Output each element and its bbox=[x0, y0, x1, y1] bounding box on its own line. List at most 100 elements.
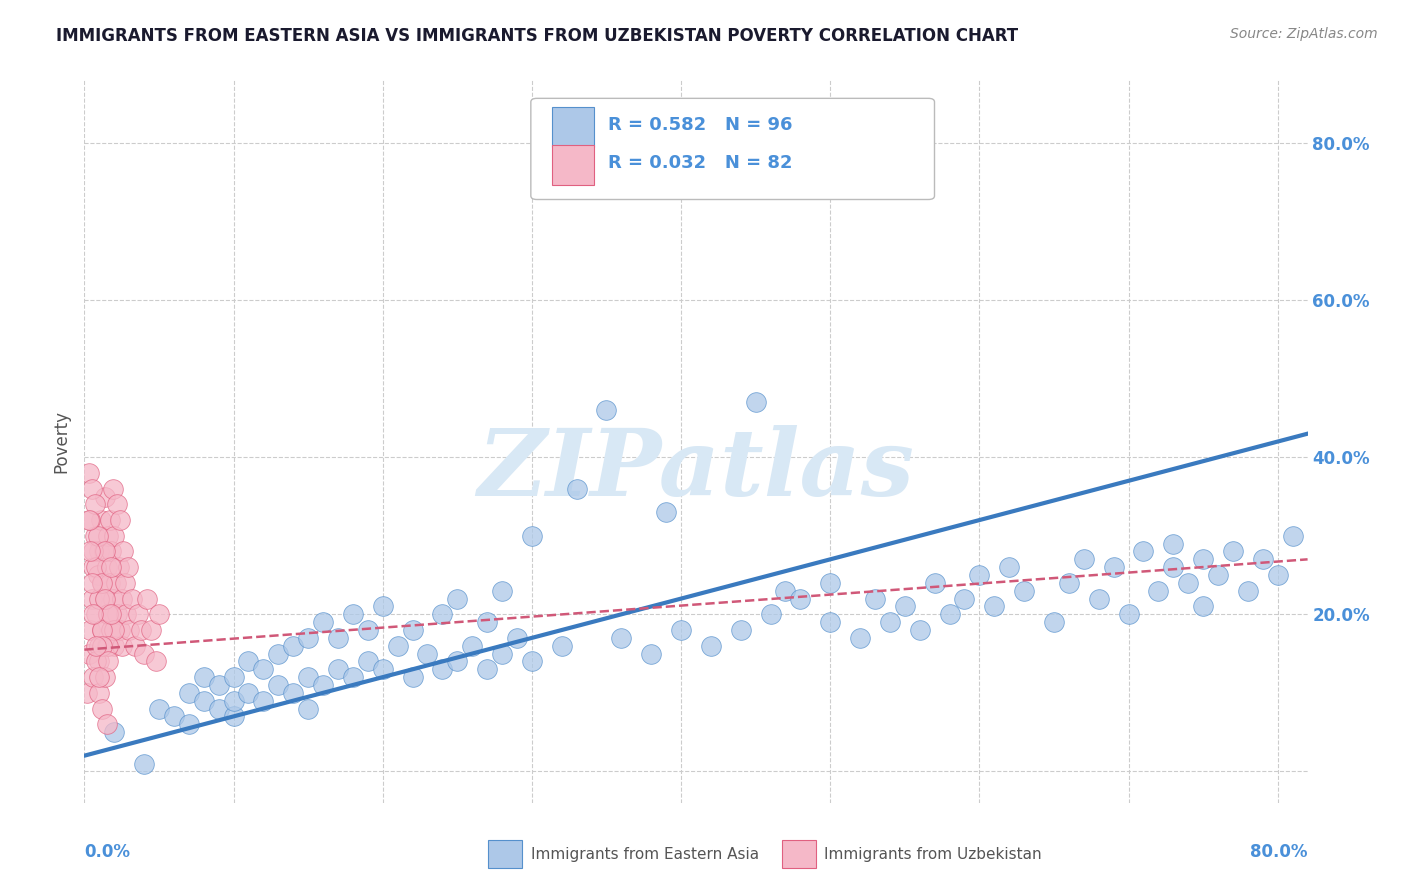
Point bbox=[252, 662, 274, 676]
Point bbox=[94, 670, 117, 684]
FancyBboxPatch shape bbox=[531, 98, 935, 200]
Point bbox=[84, 655, 107, 669]
Point bbox=[326, 662, 349, 676]
Point bbox=[894, 599, 917, 614]
Point bbox=[908, 623, 931, 637]
Point bbox=[163, 709, 186, 723]
Point bbox=[79, 623, 101, 637]
Point bbox=[136, 591, 159, 606]
Point bbox=[730, 623, 752, 637]
Point bbox=[111, 639, 134, 653]
Point bbox=[640, 647, 662, 661]
Point bbox=[132, 756, 155, 771]
Point bbox=[105, 607, 128, 622]
Point bbox=[103, 725, 125, 739]
Point bbox=[98, 513, 121, 527]
Point bbox=[222, 694, 245, 708]
Point bbox=[91, 701, 114, 715]
Point bbox=[1163, 536, 1185, 550]
Point bbox=[129, 623, 152, 637]
Point bbox=[79, 544, 101, 558]
Point bbox=[565, 482, 588, 496]
Point bbox=[520, 655, 543, 669]
Point bbox=[969, 568, 991, 582]
Point bbox=[759, 607, 782, 622]
Point bbox=[1251, 552, 1274, 566]
Point bbox=[371, 662, 394, 676]
Point bbox=[82, 544, 104, 558]
Point bbox=[357, 623, 380, 637]
Point bbox=[193, 694, 215, 708]
Point bbox=[595, 403, 617, 417]
Point bbox=[80, 575, 103, 590]
Point bbox=[84, 560, 107, 574]
Point bbox=[90, 513, 112, 527]
Point bbox=[461, 639, 484, 653]
Point bbox=[96, 639, 118, 653]
Text: 0.0%: 0.0% bbox=[84, 843, 131, 861]
Point bbox=[252, 694, 274, 708]
Text: ZIPatlas: ZIPatlas bbox=[478, 425, 914, 516]
Point bbox=[326, 631, 349, 645]
Point bbox=[1192, 552, 1215, 566]
Point bbox=[818, 615, 841, 630]
Text: IMMIGRANTS FROM EASTERN ASIA VS IMMIGRANTS FROM UZBEKISTAN POVERTY CORRELATION C: IMMIGRANTS FROM EASTERN ASIA VS IMMIGRAN… bbox=[56, 27, 1018, 45]
Point bbox=[141, 623, 163, 637]
Point bbox=[371, 599, 394, 614]
Point bbox=[77, 647, 100, 661]
Bar bbox=[488, 840, 522, 868]
Point bbox=[222, 709, 245, 723]
Point bbox=[238, 686, 260, 700]
Point bbox=[475, 662, 498, 676]
Point bbox=[357, 655, 380, 669]
Point bbox=[446, 655, 468, 669]
Point bbox=[89, 639, 111, 653]
Point bbox=[267, 647, 290, 661]
Point bbox=[117, 560, 139, 574]
Point bbox=[145, 655, 167, 669]
Point bbox=[97, 607, 120, 622]
Point bbox=[94, 591, 117, 606]
Text: Immigrants from Uzbekistan: Immigrants from Uzbekistan bbox=[824, 847, 1042, 863]
Point bbox=[108, 513, 131, 527]
Point bbox=[124, 639, 146, 653]
Point bbox=[96, 560, 118, 574]
Point bbox=[312, 615, 335, 630]
Point bbox=[207, 678, 229, 692]
Point bbox=[1192, 599, 1215, 614]
Point bbox=[1057, 575, 1080, 590]
Point bbox=[127, 607, 149, 622]
Point bbox=[91, 623, 114, 637]
Point bbox=[100, 544, 122, 558]
Point bbox=[93, 544, 115, 558]
Point bbox=[669, 623, 692, 637]
Y-axis label: Poverty: Poverty bbox=[52, 410, 70, 473]
Point bbox=[103, 639, 125, 653]
Point bbox=[416, 647, 439, 661]
Point bbox=[1087, 591, 1109, 606]
Point bbox=[94, 591, 117, 606]
Point bbox=[879, 615, 901, 630]
Text: Immigrants from Eastern Asia: Immigrants from Eastern Asia bbox=[531, 847, 759, 863]
Point bbox=[700, 639, 723, 653]
Point bbox=[101, 482, 124, 496]
Point bbox=[983, 599, 1005, 614]
Point bbox=[91, 575, 114, 590]
Point bbox=[297, 701, 319, 715]
Point bbox=[97, 655, 120, 669]
Point bbox=[312, 678, 335, 692]
Point bbox=[108, 623, 131, 637]
Point bbox=[818, 575, 841, 590]
Point bbox=[387, 639, 409, 653]
Point bbox=[89, 655, 111, 669]
Point bbox=[87, 568, 110, 582]
Point bbox=[297, 670, 319, 684]
Bar bbox=[551, 145, 595, 185]
Point bbox=[342, 670, 364, 684]
Point bbox=[238, 655, 260, 669]
Point bbox=[87, 529, 110, 543]
Point bbox=[491, 583, 513, 598]
Point bbox=[148, 607, 170, 622]
Point bbox=[506, 631, 529, 645]
Point bbox=[432, 607, 454, 622]
